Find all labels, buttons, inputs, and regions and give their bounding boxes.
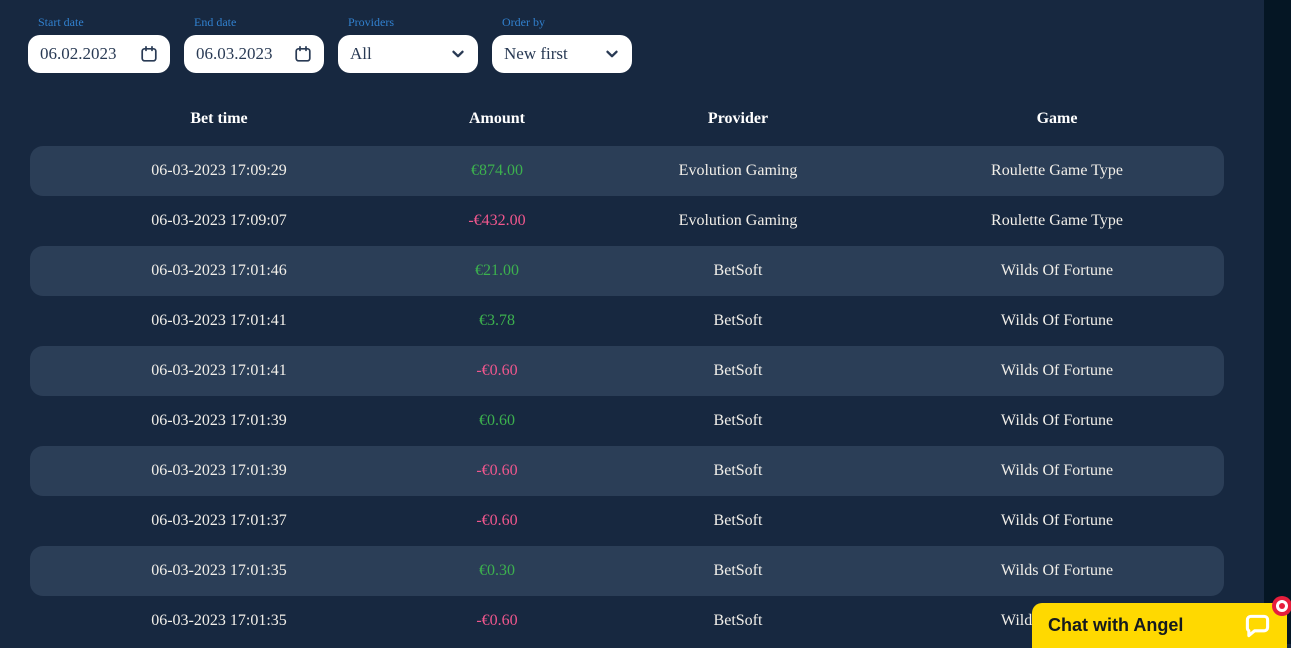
- amount-cell: -€0.60: [476, 512, 518, 529]
- table-row[interactable]: 06-03-2023 17:01:35 €0.30 BetSoft Wilds …: [30, 546, 1224, 596]
- table-row[interactable]: 06-03-2023 17:01:41 -€0.60 BetSoft Wilds…: [30, 346, 1224, 396]
- table-row[interactable]: 06-03-2023 17:09:29 €874.00 Evolution Ga…: [30, 146, 1224, 196]
- game-cell: Wilds Of Fortune: [1000, 462, 1114, 479]
- bet-time-cell: 06-03-2023 17:01:41: [151, 312, 287, 329]
- order-by-filter: Order by New first: [492, 15, 632, 73]
- bet-time-cell: 06-03-2023 17:01:35: [151, 612, 287, 629]
- amount-cell: -€0.60: [476, 612, 518, 629]
- column-header-game: Game: [1036, 110, 1078, 127]
- provider-cell: BetSoft: [713, 462, 763, 479]
- amount-cell: -€0.60: [476, 362, 518, 379]
- table-row[interactable]: 06-03-2023 17:01:41 €3.78 BetSoft Wilds …: [30, 296, 1224, 346]
- bet-time-cell: 06-03-2023 17:01:39: [151, 412, 287, 429]
- start-date-input[interactable]: 06.02.2023: [28, 35, 170, 73]
- table-row[interactable]: 06-03-2023 17:09:07 -€432.00 Evolution G…: [30, 196, 1224, 246]
- provider-cell: BetSoft: [713, 362, 763, 379]
- table-row[interactable]: 06-03-2023 17:01:37 -€0.60 BetSoft Wilds…: [30, 496, 1224, 546]
- provider-cell: Evolution Gaming: [678, 212, 798, 229]
- right-edge-strip: [1264, 0, 1291, 644]
- column-header-bet-time: Bet time: [190, 110, 248, 127]
- provider-cell: BetSoft: [713, 612, 763, 629]
- providers-select[interactable]: All: [338, 35, 478, 73]
- end-date-label: End date: [194, 15, 237, 29]
- table-row[interactable]: 06-03-2023 17:01:39 €0.60 BetSoft Wilds …: [30, 396, 1224, 446]
- table-header: Bet time Amount Provider Game: [30, 110, 1224, 128]
- provider-cell: BetSoft: [713, 562, 763, 579]
- game-cell: Roulette Game Type: [991, 212, 1123, 229]
- chat-bubble-icon: [1244, 613, 1271, 638]
- order-by-select[interactable]: New first: [492, 35, 632, 73]
- column-header-provider: Provider: [707, 110, 769, 127]
- game-cell: Wilds Of Fortune: [1000, 562, 1114, 579]
- column-header-amount: Amount: [468, 110, 525, 127]
- amount-cell: €3.78: [479, 312, 515, 329]
- start-date-label: Start date: [38, 15, 84, 29]
- chat-label: Chat with Angel: [1048, 615, 1184, 635]
- filters-bar: Start date 06.02.2023 End date 06.03.202…: [28, 15, 632, 73]
- bet-time-cell: 06-03-2023 17:01:41: [151, 362, 287, 379]
- providers-filter: Providers All: [338, 15, 478, 73]
- chevron-down-icon: [604, 46, 620, 62]
- start-date-filter: Start date 06.02.2023: [28, 15, 170, 73]
- chevron-down-icon: [450, 46, 466, 62]
- game-cell: Roulette Game Type: [991, 162, 1123, 179]
- calendar-icon[interactable]: [140, 45, 158, 63]
- notification-badge-icon: [1272, 596, 1291, 616]
- provider-cell: BetSoft: [713, 512, 763, 529]
- bet-time-cell: 06-03-2023 17:09:07: [151, 212, 287, 229]
- order-by-label: Order by: [502, 15, 545, 29]
- provider-cell: BetSoft: [713, 312, 763, 329]
- start-date-value: 06.02.2023: [40, 44, 117, 63]
- chat-launcher-button[interactable]: Chat with Angel: [1032, 596, 1291, 648]
- bet-time-cell: 06-03-2023 17:01:46: [151, 262, 287, 279]
- end-date-value: 06.03.2023: [196, 44, 273, 63]
- table-row[interactable]: 06-03-2023 17:01:46 €21.00 BetSoft Wilds…: [30, 246, 1224, 296]
- end-date-filter: End date 06.03.2023: [184, 15, 324, 73]
- bet-time-cell: 06-03-2023 17:09:29: [151, 162, 287, 179]
- order-by-value: New first: [504, 44, 568, 63]
- table-body: 06-03-2023 17:09:29 €874.00 Evolution Ga…: [30, 146, 1224, 646]
- amount-cell: -€432.00: [468, 212, 526, 229]
- provider-cell: BetSoft: [713, 412, 763, 429]
- bet-time-cell: 06-03-2023 17:01:37: [151, 512, 287, 529]
- game-cell: Wilds Of Fortune: [1000, 362, 1114, 379]
- calendar-icon[interactable]: [294, 45, 312, 63]
- game-cell: Wilds Of Fortune: [1000, 412, 1114, 429]
- provider-cell: BetSoft: [713, 262, 763, 279]
- table-row[interactable]: 06-03-2023 17:01:39 -€0.60 BetSoft Wilds…: [30, 446, 1224, 496]
- bet-time-cell: 06-03-2023 17:01:39: [151, 462, 287, 479]
- provider-cell: Evolution Gaming: [678, 162, 798, 179]
- game-cell: Wilds Of Fortune: [1000, 312, 1114, 329]
- end-date-input[interactable]: 06.03.2023: [184, 35, 324, 73]
- amount-cell: €0.30: [479, 562, 515, 579]
- amount-cell: €874.00: [471, 162, 523, 179]
- game-cell: Wilds Of Fortune: [1000, 512, 1114, 529]
- amount-cell: -€0.60: [476, 462, 518, 479]
- providers-value: All: [350, 44, 372, 63]
- bet-time-cell: 06-03-2023 17:01:35: [151, 562, 287, 579]
- amount-cell: €21.00: [475, 262, 519, 279]
- providers-label: Providers: [348, 15, 394, 29]
- amount-cell: €0.60: [479, 412, 515, 429]
- game-cell: Wilds Of Fortune: [1000, 262, 1114, 279]
